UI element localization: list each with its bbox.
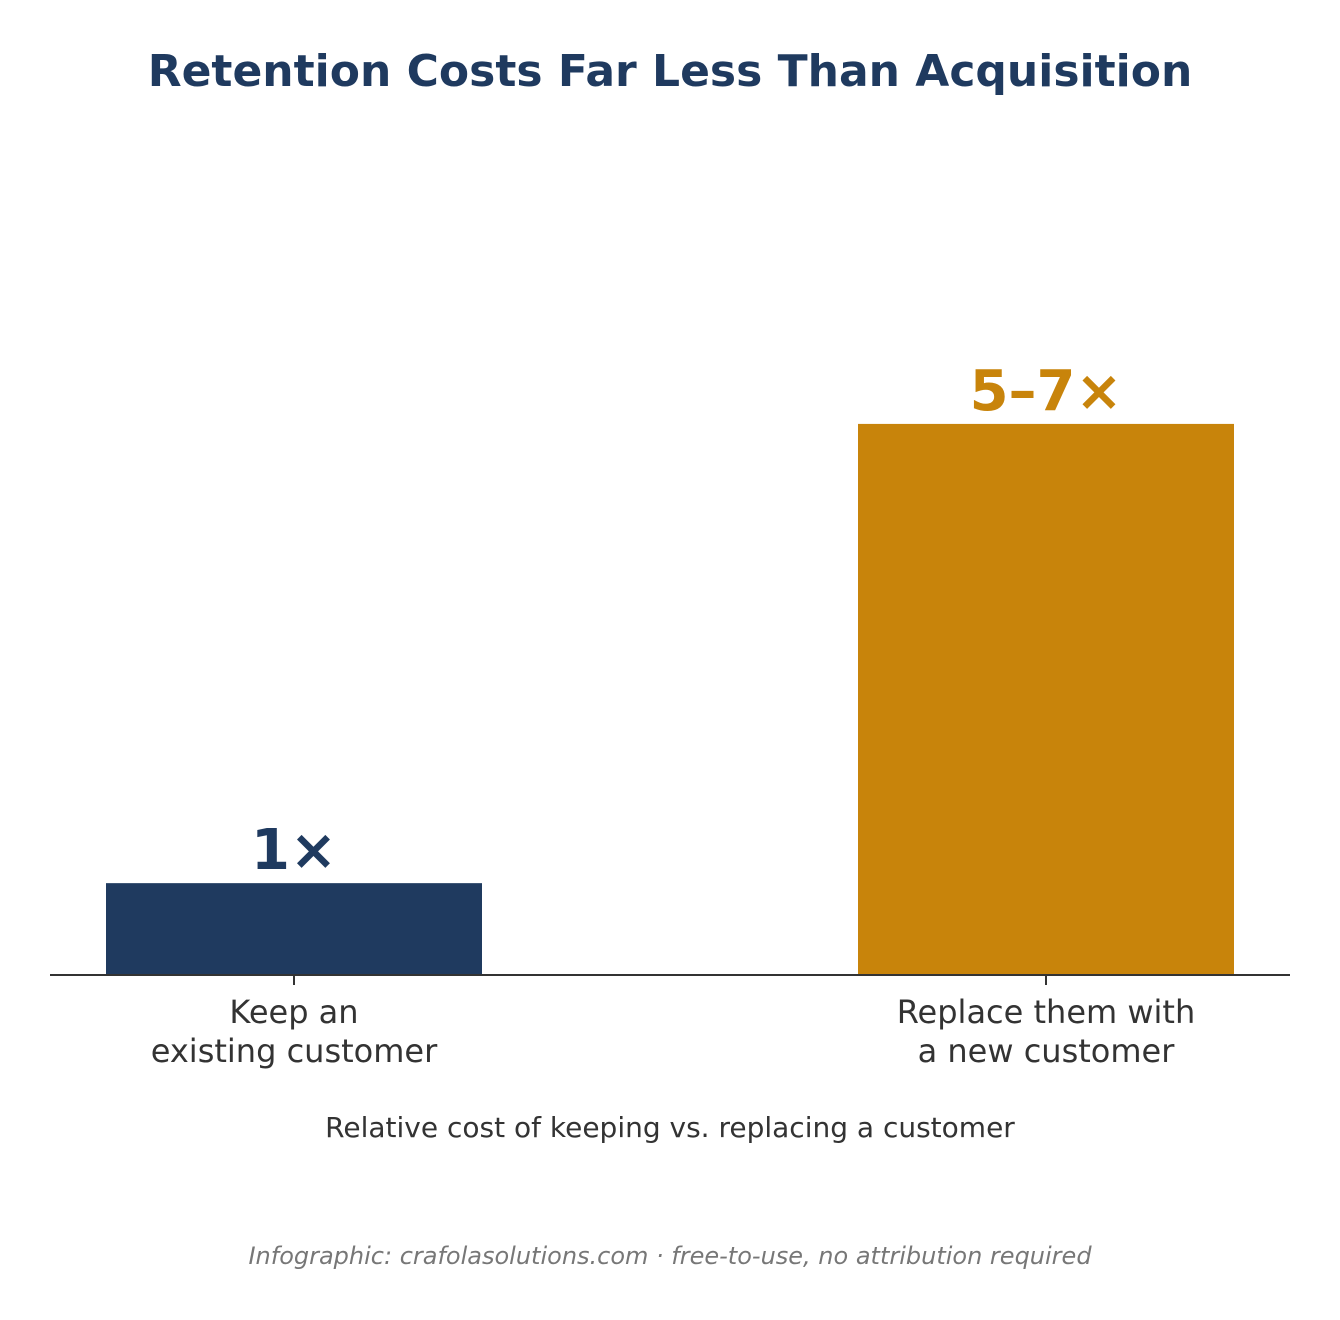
bar-1 [106, 883, 482, 975]
chart-title: Retention Costs Far Less Than Acquisitio… [148, 46, 1193, 97]
x-tick-label-line: existing customer [151, 1032, 438, 1070]
bar-value-label-1: 1× [251, 818, 337, 883]
footer-credit: Infographic: crafolasolutions.com · free… [248, 1242, 1092, 1270]
x-tick-label-2: Replace them with a new customer [897, 993, 1196, 1070]
x-ticks-group: Keep an existing customer Replace them wit… [151, 975, 1196, 1070]
bar-value-label-2: 5–7× [970, 359, 1123, 424]
x-axis-label: Relative cost of keeping vs. replacing a… [325, 1111, 1015, 1144]
x-tick-label-line: Keep an [229, 993, 358, 1031]
bars-group: 1× 5–7× [106, 359, 1234, 975]
x-tick-label-1: Keep an existing customer [151, 993, 438, 1070]
bar-2 [858, 423, 1234, 975]
x-tick-label-line: Replace them with [897, 993, 1196, 1031]
x-tick-label-line: a new customer [918, 1032, 1176, 1070]
